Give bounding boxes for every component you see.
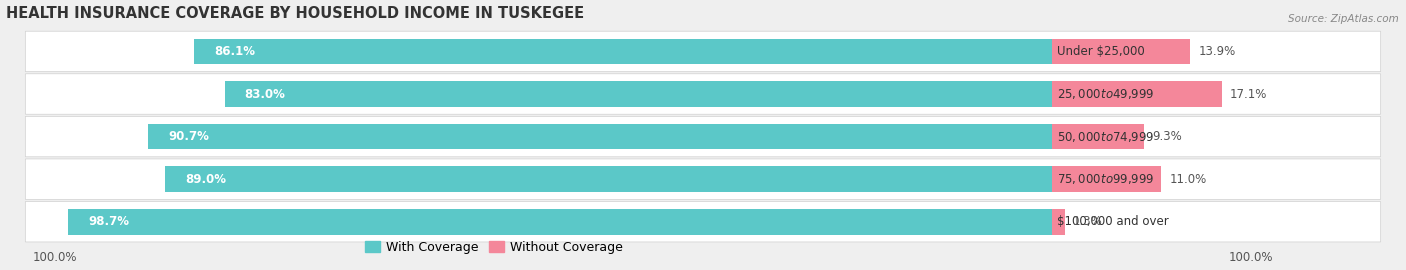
FancyBboxPatch shape bbox=[25, 201, 1381, 242]
Bar bbox=[194, 39, 1052, 64]
Bar bbox=[1052, 209, 1064, 235]
Text: 86.1%: 86.1% bbox=[214, 45, 254, 58]
Text: HEALTH INSURANCE COVERAGE BY HOUSEHOLD INCOME IN TUSKEGEE: HEALTH INSURANCE COVERAGE BY HOUSEHOLD I… bbox=[6, 6, 583, 21]
Bar bbox=[1052, 124, 1144, 149]
Text: Under $25,000: Under $25,000 bbox=[1057, 45, 1144, 58]
Legend: With Coverage, Without Coverage: With Coverage, Without Coverage bbox=[360, 236, 627, 259]
Text: 89.0%: 89.0% bbox=[186, 173, 226, 186]
Bar bbox=[1052, 81, 1222, 107]
FancyBboxPatch shape bbox=[25, 116, 1381, 157]
Bar bbox=[225, 81, 1052, 107]
Text: 1.3%: 1.3% bbox=[1073, 215, 1102, 228]
Bar bbox=[1052, 39, 1191, 64]
Bar bbox=[69, 209, 1052, 235]
FancyBboxPatch shape bbox=[25, 159, 1381, 199]
Text: 11.0%: 11.0% bbox=[1170, 173, 1206, 186]
Text: 17.1%: 17.1% bbox=[1230, 87, 1267, 100]
FancyBboxPatch shape bbox=[25, 74, 1381, 114]
Text: 90.7%: 90.7% bbox=[167, 130, 209, 143]
Text: 13.9%: 13.9% bbox=[1198, 45, 1236, 58]
FancyBboxPatch shape bbox=[25, 31, 1381, 72]
Bar bbox=[165, 166, 1052, 192]
Text: 83.0%: 83.0% bbox=[245, 87, 285, 100]
Bar bbox=[1052, 166, 1161, 192]
Text: $100,000 and over: $100,000 and over bbox=[1057, 215, 1168, 228]
Text: $25,000 to $49,999: $25,000 to $49,999 bbox=[1057, 87, 1154, 101]
Text: Source: ZipAtlas.com: Source: ZipAtlas.com bbox=[1288, 14, 1399, 23]
Bar bbox=[148, 124, 1052, 149]
Text: $50,000 to $74,999: $50,000 to $74,999 bbox=[1057, 130, 1154, 144]
Text: 98.7%: 98.7% bbox=[89, 215, 129, 228]
Text: 9.3%: 9.3% bbox=[1153, 130, 1182, 143]
Text: $75,000 to $99,999: $75,000 to $99,999 bbox=[1057, 172, 1154, 186]
